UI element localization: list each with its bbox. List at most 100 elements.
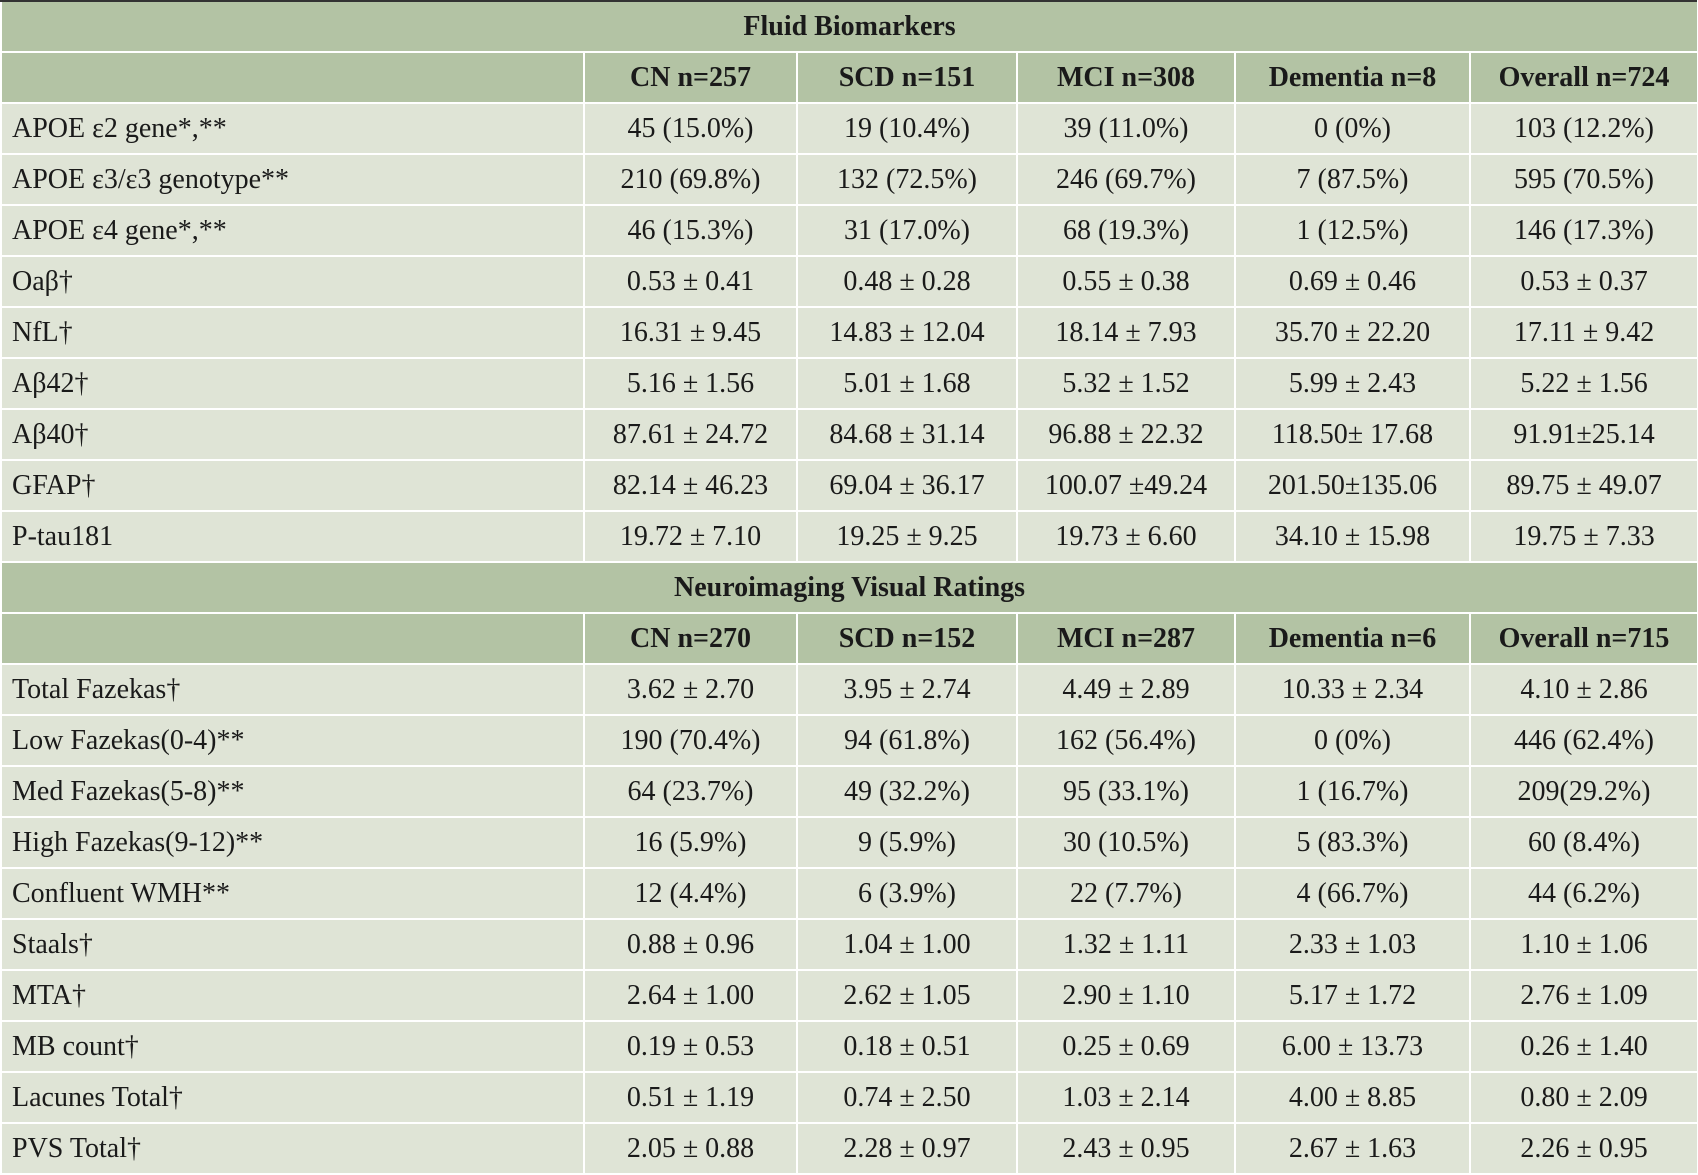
cell-value: 96.88 ± 22.32 xyxy=(1016,408,1236,461)
cell-value: 446 (62.4%) xyxy=(1468,714,1698,767)
cell-value: 2.28 ± 0.97 xyxy=(796,1122,1018,1175)
table-row: Med Fazekas(5-8)** 64 (23.7%) 49 (32.2%) 95… xyxy=(0,765,1698,818)
table-row: APOE ε4 gene*,** 46 (15.3%) 31 (17.0%) 68 (… xyxy=(0,204,1698,257)
column-header-row: CN n=270 SCD n=152 MCI n=287 Dementia n=6 Ov… xyxy=(0,612,1698,665)
cell-value: 3.95 ± 2.74 xyxy=(796,663,1018,716)
cell-value: 12 (4.4%) xyxy=(583,867,798,920)
section-title-row: Fluid Biomarkers xyxy=(0,0,1698,53)
cell-value: 0.25 ± 0.69 xyxy=(1016,1020,1236,1073)
row-label: Med Fazekas(5-8)** xyxy=(0,765,585,818)
table-row: P-tau181 19.72 ± 7.10 19.25 ± 9.25 19.73 ± … xyxy=(0,510,1698,563)
cell-value: 1 (16.7%) xyxy=(1234,765,1471,818)
cell-value: 6.00 ± 13.73 xyxy=(1234,1020,1471,1073)
cell-value: 2.05 ± 0.88 xyxy=(583,1122,798,1175)
cell-value: 6 (3.9%) xyxy=(796,867,1018,920)
cell-value: 0 (0%) xyxy=(1234,102,1471,155)
cell-value: 190 (70.4%) xyxy=(583,714,798,767)
cell-value: 4 (66.7%) xyxy=(1234,867,1471,920)
cell-value: 64 (23.7%) xyxy=(583,765,798,818)
table-row: Aβ40† 87.61 ± 24.72 84.68 ± 31.14 96.88 ± 2… xyxy=(0,408,1698,461)
row-label: APOE ε4 gene*,** xyxy=(0,204,585,257)
cell-value: 94 (61.8%) xyxy=(796,714,1018,767)
table-row: Aβ42† 5.16 ± 1.56 5.01 ± 1.68 5.32 ± 1.52 5.… xyxy=(0,357,1698,410)
cell-value: 49 (32.2%) xyxy=(796,765,1018,818)
section-title-row: Neuroimaging Visual Ratings xyxy=(0,561,1698,614)
table-row: NfL† 16.31 ± 9.45 14.83 ± 12.04 18.14 ± 7.9… xyxy=(0,306,1698,359)
row-label: Low Fazekas(0-4)** xyxy=(0,714,585,767)
cell-value: 46 (15.3%) xyxy=(583,204,798,257)
cell-value: 1.04 ± 1.00 xyxy=(796,918,1018,971)
cell-value: 5.22 ± 1.56 xyxy=(1468,357,1698,410)
table-row: MTA† 2.64 ± 1.00 2.62 ± 1.05 2.90 ± 1.10 5.1… xyxy=(0,969,1698,1022)
header-blank-cell xyxy=(0,612,585,665)
cell-value: 5.01 ± 1.68 xyxy=(796,357,1018,410)
cell-value: 22 (7.7%) xyxy=(1016,867,1236,920)
cell-value: 60 (8.4%) xyxy=(1468,816,1698,869)
cell-value: 91.91±25.14 xyxy=(1468,408,1698,461)
cell-value: 87.61 ± 24.72 xyxy=(583,408,798,461)
row-label: Aβ42† xyxy=(0,357,585,410)
cell-value: 4.00 ± 8.85 xyxy=(1234,1071,1471,1124)
cell-value: 16 (5.9%) xyxy=(583,816,798,869)
column-header: SCD n=151 xyxy=(796,51,1018,104)
cell-value: 209(29.2%) xyxy=(1468,765,1698,818)
cell-value: 0.18 ± 0.51 xyxy=(796,1020,1018,1073)
cell-value: 0.88 ± 0.96 xyxy=(583,918,798,971)
table-row: PVS Total† 2.05 ± 0.88 2.28 ± 0.97 2.43 ± 0… xyxy=(0,1122,1698,1175)
cell-value: 0.51 ± 1.19 xyxy=(583,1071,798,1124)
row-label: P-tau181 xyxy=(0,510,585,563)
row-label: MB count† xyxy=(0,1020,585,1073)
cell-value: 0.69 ± 0.46 xyxy=(1234,255,1471,308)
cell-value: 4.49 ± 2.89 xyxy=(1016,663,1236,716)
cell-value: 35.70 ± 22.20 xyxy=(1234,306,1471,359)
cell-value: 7 (87.5%) xyxy=(1234,153,1471,206)
section-title: Neuroimaging Visual Ratings xyxy=(0,561,1698,614)
table-row: Oaβ† 0.53 ± 0.41 0.48 ± 0.28 0.55 ± 0.38 0.6… xyxy=(0,255,1698,308)
row-label: Aβ40† xyxy=(0,408,585,461)
cell-value: 0 (0%) xyxy=(1234,714,1471,767)
cell-value: 89.75 ± 49.07 xyxy=(1468,459,1698,512)
row-label: APOE ε3/ε3 genotype** xyxy=(0,153,585,206)
cell-value: 19.25 ± 9.25 xyxy=(796,510,1018,563)
column-header: SCD n=152 xyxy=(796,612,1018,665)
table-row: APOE ε3/ε3 genotype** 210 (69.8%) 132 (72.… xyxy=(0,153,1698,206)
cell-value: 162 (56.4%) xyxy=(1016,714,1236,767)
cell-value: 3.62 ± 2.70 xyxy=(583,663,798,716)
column-header: Overall n=715 xyxy=(1468,612,1698,665)
cell-value: 45 (15.0%) xyxy=(583,102,798,155)
cell-value: 31 (17.0%) xyxy=(796,204,1018,257)
cell-value: 68 (19.3%) xyxy=(1016,204,1236,257)
column-header: Dementia n=8 xyxy=(1234,51,1471,104)
cell-value: 0.19 ± 0.53 xyxy=(583,1020,798,1073)
cell-value: 246 (69.7%) xyxy=(1016,153,1236,206)
section-title: Fluid Biomarkers xyxy=(0,0,1698,53)
cell-value: 16.31 ± 9.45 xyxy=(583,306,798,359)
cell-value: 100.07 ±49.24 xyxy=(1016,459,1236,512)
cell-value: 10.33 ± 2.34 xyxy=(1234,663,1471,716)
column-header: MCI n=287 xyxy=(1016,612,1236,665)
cell-value: 1 (12.5%) xyxy=(1234,204,1471,257)
cell-value: 2.76 ± 1.09 xyxy=(1468,969,1698,1022)
cell-value: 5 (83.3%) xyxy=(1234,816,1471,869)
cell-value: 0.55 ± 0.38 xyxy=(1016,255,1236,308)
row-label: PVS Total† xyxy=(0,1122,585,1175)
cell-value: 0.48 ± 0.28 xyxy=(796,255,1018,308)
table-row: High Fazekas(9-12)** 16 (5.9%) 9 (5.9%) 30 … xyxy=(0,816,1698,869)
cell-value: 44 (6.2%) xyxy=(1468,867,1698,920)
row-label: Staals† xyxy=(0,918,585,971)
cell-value: 103 (12.2%) xyxy=(1468,102,1698,155)
cell-value: 2.43 ± 0.95 xyxy=(1016,1122,1236,1175)
cell-value: 201.50±135.06 xyxy=(1234,459,1471,512)
cell-value: 1.32 ± 1.11 xyxy=(1016,918,1236,971)
cell-value: 0.26 ± 1.40 xyxy=(1468,1020,1698,1073)
cell-value: 2.33 ± 1.03 xyxy=(1234,918,1471,971)
cell-value: 39 (11.0%) xyxy=(1016,102,1236,155)
cell-value: 84.68 ± 31.14 xyxy=(796,408,1018,461)
table-row: GFAP† 82.14 ± 46.23 69.04 ± 36.17 100.07 ±4… xyxy=(0,459,1698,512)
cell-value: 30 (10.5%) xyxy=(1016,816,1236,869)
cell-value: 132 (72.5%) xyxy=(796,153,1018,206)
cell-value: 2.90 ± 1.10 xyxy=(1016,969,1236,1022)
table-row: Low Fazekas(0-4)** 190 (70.4%) 94 (61.8%) 1… xyxy=(0,714,1698,767)
